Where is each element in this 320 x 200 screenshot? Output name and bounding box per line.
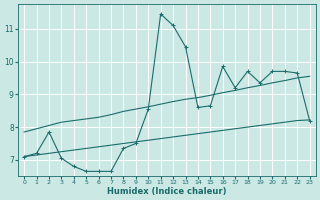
X-axis label: Humidex (Indice chaleur): Humidex (Indice chaleur) [107,187,227,196]
